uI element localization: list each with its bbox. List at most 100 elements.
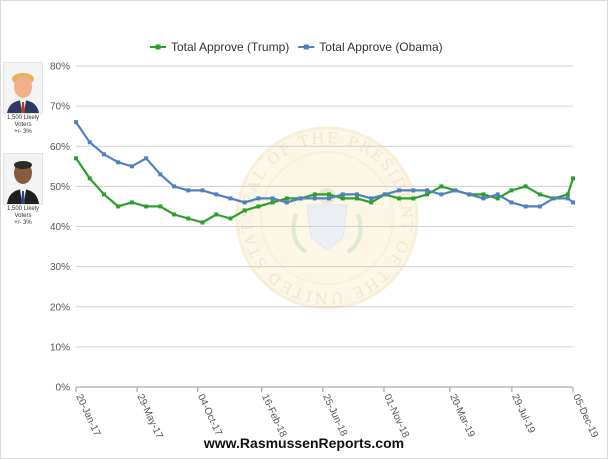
data-point: [354, 192, 359, 197]
data-point: [101, 152, 106, 157]
data-point: [144, 156, 149, 161]
series-obama: [74, 120, 575, 209]
data-point: [256, 196, 261, 201]
y-tick-label: 30%: [50, 262, 70, 273]
data-point: [242, 208, 247, 213]
obama-panel: 1,500 Likely Voters +/- 3%: [2, 153, 44, 227]
trump-panel: 1,500 Likely Voters +/- 3%: [2, 62, 44, 136]
data-point: [565, 192, 570, 197]
data-point: [129, 200, 134, 205]
data-point: [87, 140, 92, 145]
data-point: [214, 212, 219, 217]
data-point: [200, 220, 205, 225]
data-point: [382, 192, 387, 197]
series-trump: [74, 156, 575, 225]
data-point: [397, 196, 402, 201]
data-point: [214, 192, 219, 197]
data-point: [116, 204, 121, 209]
data-point: [509, 188, 514, 193]
legend-label: Total Approve (Obama): [319, 40, 442, 54]
y-tick-label: 50%: [50, 182, 70, 193]
data-point: [537, 204, 542, 209]
x-tick-label: 05-Dec-19: [570, 393, 600, 440]
data-point: [571, 176, 575, 181]
y-axis-labels: 0% 10% 20% 30% 40% 50% 60% 70% 80%: [50, 62, 70, 394]
data-point: [172, 212, 177, 217]
y-tick-label: 70%: [50, 102, 70, 113]
data-point: [481, 192, 486, 197]
data-point: [439, 192, 444, 197]
grid-lines: [76, 65, 573, 388]
legend-item[interactable]: Total Approve (Trump): [150, 40, 289, 54]
data-point: [481, 196, 486, 201]
series-layer: [74, 120, 575, 225]
data-point: [425, 188, 430, 193]
trump-portrait: [3, 62, 43, 114]
data-point: [397, 188, 402, 193]
data-point: [298, 196, 303, 201]
data-point: [116, 160, 121, 165]
trump-panel-caption: 1,500 Likely Voters +/- 3%: [6, 115, 40, 135]
x-tick-label: 29-May-17: [134, 393, 164, 441]
data-point: [425, 192, 430, 197]
obama-portrait: [3, 153, 43, 205]
data-point: [453, 188, 458, 193]
data-point: [270, 196, 275, 201]
y-tick-label: 60%: [50, 142, 70, 153]
data-point: [228, 196, 233, 201]
data-point: [495, 196, 500, 201]
data-point: [284, 200, 289, 205]
data-point: [439, 184, 444, 189]
data-point: [129, 164, 134, 169]
data-point: [101, 192, 106, 197]
legend-marker: [155, 44, 161, 50]
data-point: [242, 200, 247, 205]
data-point: [537, 192, 542, 197]
data-point: [200, 188, 205, 193]
x-tick-label: 25-Jun-18: [320, 393, 349, 439]
data-point: [354, 196, 359, 201]
data-point: [312, 196, 317, 201]
data-point: [87, 176, 92, 181]
x-tick-label: 29-Jul-19: [509, 393, 537, 436]
data-point: [74, 156, 78, 161]
legend-item[interactable]: Total Approve (Obama): [298, 40, 443, 54]
y-tick-label: 10%: [50, 342, 70, 353]
data-point: [327, 196, 332, 201]
data-point: [340, 196, 345, 201]
data-point: [340, 192, 345, 197]
x-tick-label: 01-Nov-18: [381, 393, 411, 440]
data-point: [186, 188, 191, 193]
y-tick-label: 0%: [56, 383, 71, 394]
data-point: [495, 192, 500, 197]
data-point: [523, 184, 528, 189]
data-point: [158, 204, 163, 209]
x-axis-labels: 20-Jan-17 29-May-17 04-Oct-17 16-Feb-18 25-J…: [73, 387, 600, 441]
x-tick-label: 16-Feb-18: [259, 393, 289, 440]
data-point: [228, 216, 233, 221]
data-point: [467, 192, 472, 197]
footer-url[interactable]: www.RasmussenReports.com: [203, 435, 405, 451]
obama-panel-caption: 1,500 Likely Voters +/- 3%: [6, 206, 40, 226]
data-point: [411, 188, 416, 193]
legend[interactable]: Total Approve (Trump) Total Approve (Obam…: [150, 40, 443, 54]
data-point: [284, 196, 289, 201]
data-point: [327, 192, 332, 197]
data-point: [74, 120, 78, 125]
data-point: [509, 200, 514, 205]
y-tick-label: 40%: [50, 222, 70, 233]
y-tick-label: 80%: [50, 62, 70, 73]
data-point: [571, 200, 575, 205]
data-point: [158, 172, 163, 177]
data-point: [551, 196, 556, 201]
data-point: [411, 196, 416, 201]
x-tick-label: 20-Mar-19: [447, 393, 477, 440]
legend-marker: [303, 44, 309, 50]
data-point: [369, 200, 374, 205]
data-point: [565, 196, 570, 201]
data-point: [312, 192, 317, 197]
x-tick-label: 04-Oct-17: [195, 393, 224, 438]
data-point: [369, 196, 374, 201]
data-point: [523, 204, 528, 209]
